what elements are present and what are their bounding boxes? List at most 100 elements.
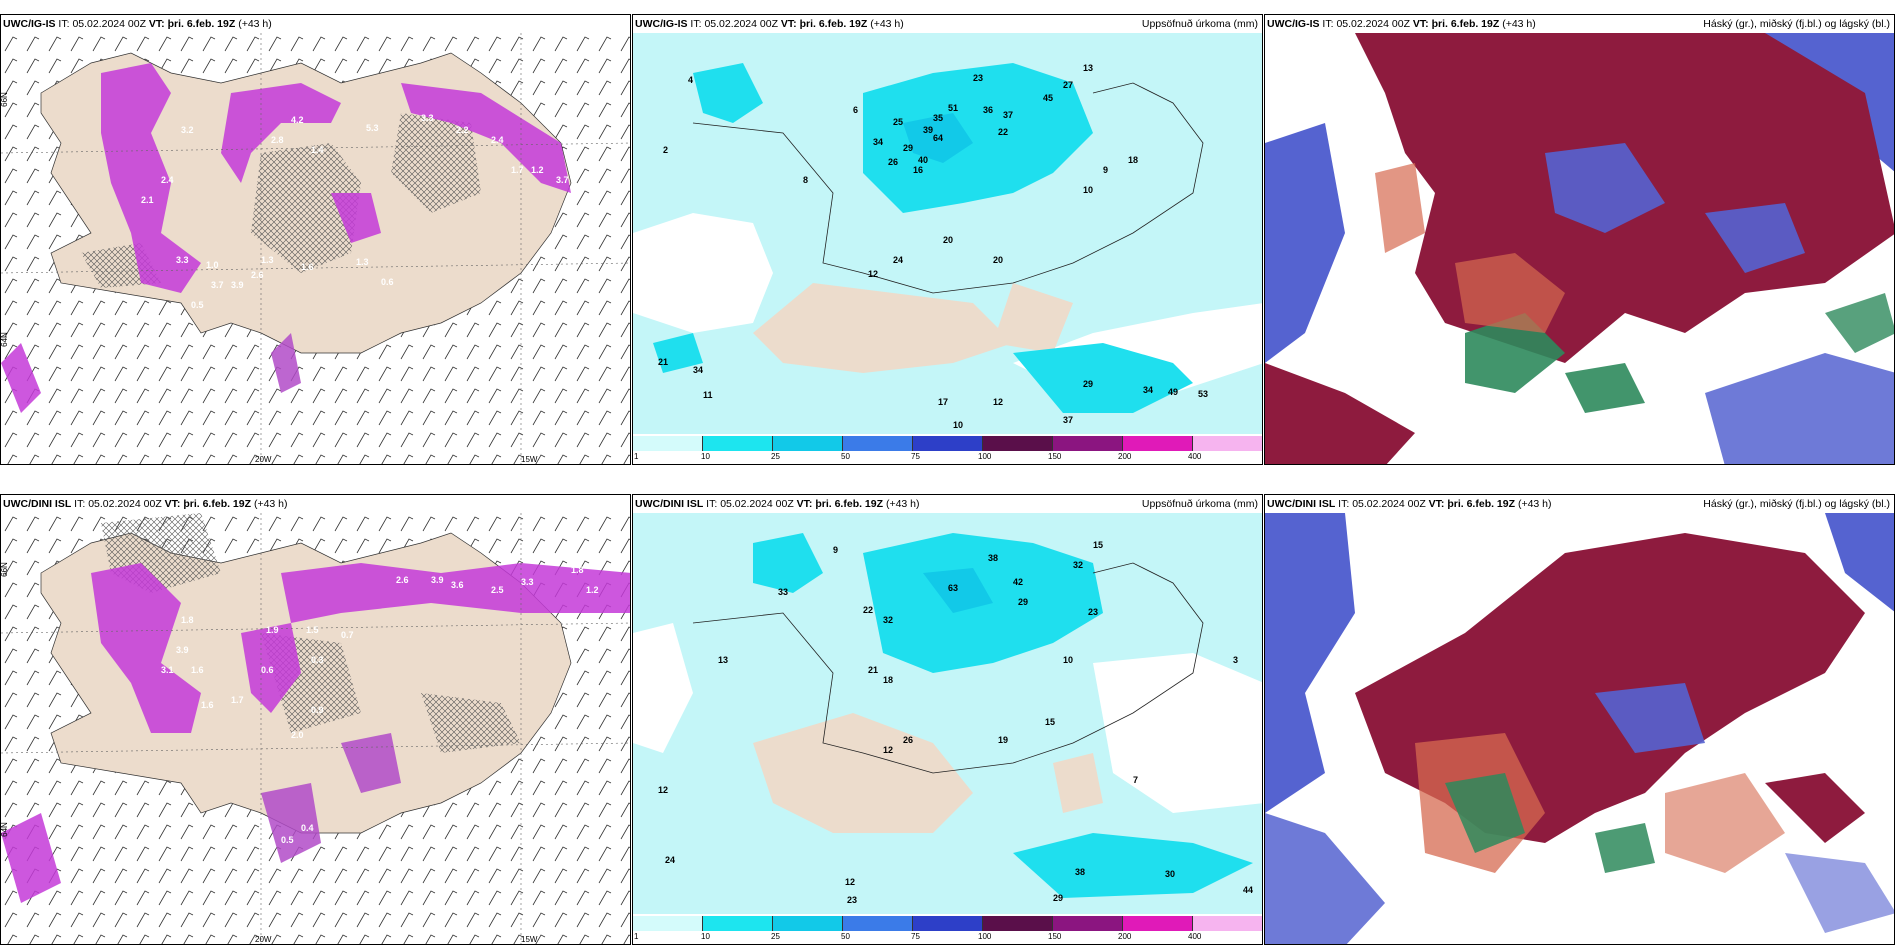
value-label: 11 <box>703 390 713 400</box>
precip-map: 23 27 13 45 51 36 37 22 35 39 25 34 29 4… <box>633 33 1262 464</box>
value-label: 1.7 <box>511 165 524 175</box>
value-label: 0.9 <box>311 705 324 715</box>
value-label: 15 <box>1093 540 1103 550</box>
value-label: 29 <box>903 143 913 153</box>
value-label: 5.3 <box>366 123 379 133</box>
value-label: 3.3 <box>176 255 189 265</box>
value-label: 23 <box>1088 607 1098 617</box>
value-label: 10 <box>1083 185 1093 195</box>
lat-label: 66N <box>0 562 9 577</box>
precip-colorbar: 1 10 25 50 75 100 150 200 400 <box>633 434 1262 464</box>
value-label: 1.8 <box>571 565 584 575</box>
colorbar-tick: 150 <box>1048 932 1062 941</box>
panel-bottom-right: UWC/DINI ISL IT: 05.02.2024 00Z VT: þri.… <box>1264 494 1895 945</box>
colorbar-seg <box>703 916 773 931</box>
precip-value-labels: 38 32 15 63 33 42 29 23 26 12 19 15 38 3… <box>658 540 1253 905</box>
colorbar-tick: 100 <box>978 932 992 941</box>
value-label: 21 <box>658 357 668 367</box>
value-label: 9 <box>833 545 838 555</box>
value-label: 40 <box>918 155 928 165</box>
colorbar-seg <box>1123 916 1193 931</box>
colorbar-tick: 400 <box>1188 932 1202 941</box>
colorbar-tick: 1 <box>634 452 639 461</box>
value-label: 8 <box>803 175 808 185</box>
lat-label: 64N <box>0 332 9 347</box>
value-label: 35 <box>933 113 943 123</box>
value-label: 2.2 <box>456 125 469 135</box>
colorbar-tick: 50 <box>841 932 850 941</box>
value-label: 0.5 <box>281 835 294 845</box>
value-label: 53 <box>1198 389 1208 399</box>
colorbar-seg <box>633 436 703 451</box>
value-label: 16 <box>913 165 923 175</box>
value-label: 30 <box>1165 869 1175 879</box>
value-label: 1.6 <box>301 262 314 272</box>
value-label: 2.5 <box>491 585 504 595</box>
value-label: 1.7 <box>231 695 244 705</box>
value-label: 44 <box>1243 885 1253 895</box>
value-label: 27 <box>1063 80 1073 90</box>
value-label: 9 <box>1103 165 1108 175</box>
value-label: 1.8 <box>181 615 194 625</box>
precip-colorbar: 1 10 25 50 75 100 150 200 400 <box>633 914 1262 944</box>
valid-time: þri. 6.feb. 19Z <box>799 18 868 30</box>
value-label: 33 <box>778 587 788 597</box>
lon-label: 20W <box>255 455 272 464</box>
value-label: 12 <box>658 785 668 795</box>
value-label: 24 <box>893 255 903 265</box>
init-time: 05.02.2024 00Z <box>1336 18 1410 30</box>
value-label: 0.3 <box>311 655 324 665</box>
model-name: UWC/DINI ISL <box>635 498 704 510</box>
value-label: 0.6 <box>271 397 284 407</box>
colorbar-tick: 10 <box>701 452 710 461</box>
model-name: UWC/DINI ISL <box>3 498 72 510</box>
value-label: 18 <box>1128 155 1138 165</box>
panel-header: UWC/IG-IS IT: 05.02.2024 00Z VT: þri. 6.… <box>1265 15 1894 33</box>
value-label: 3.7 <box>211 280 224 290</box>
value-label: 0.4 <box>301 823 314 833</box>
value-label: 17 <box>938 397 948 407</box>
colorbar-seg <box>913 436 983 451</box>
lead-time: (+43 h) <box>253 498 288 510</box>
value-label: 3.1 <box>161 665 174 675</box>
value-label: 24 <box>665 855 675 865</box>
init-time: 05.02.2024 00Z <box>704 18 778 30</box>
value-label: 21 <box>868 665 878 675</box>
colorbar-seg <box>983 436 1053 451</box>
value-label: 38 <box>1075 867 1085 877</box>
model-name: UWC/IG-IS <box>3 18 56 30</box>
value-label: 1.2 <box>586 585 599 595</box>
value-label: 0.7 <box>341 630 354 640</box>
value-label: 2.6 <box>251 270 264 280</box>
value-label: 2.1 <box>141 195 154 205</box>
value-label: 32 <box>883 615 893 625</box>
model-name: UWC/IG-IS <box>635 18 688 30</box>
value-label: 13 <box>718 655 728 665</box>
value-label: 0.5 <box>191 300 204 310</box>
valid-time: þri. 6.feb. 19Z <box>1447 498 1516 510</box>
value-label: 1.5 <box>306 625 319 635</box>
panel-header: UWC/IG-IS IT: 05.02.2024 00Z VT: þri. 6.… <box>1 15 630 33</box>
value-label: 3.2 <box>181 125 194 135</box>
value-label: 20 <box>993 255 1003 265</box>
colorbar-tick: 10 <box>701 932 710 941</box>
value-label: 15 <box>1045 717 1055 727</box>
value-label: 12 <box>883 745 893 755</box>
colorbar-tick: 1 <box>634 932 639 941</box>
snow-wind-map: 3.2 2.4 4.2 1.4 2.2 2.4 3.3 5.3 2.8 1.2 … <box>1 33 630 464</box>
value-label: 29 <box>1083 379 1093 389</box>
value-label: 12 <box>993 397 1003 407</box>
init-time: 05.02.2024 00Z <box>88 498 162 510</box>
value-label: 25 <box>893 117 903 127</box>
colorbar-tick: 200 <box>1118 932 1132 941</box>
value-label: 2.4 <box>161 175 174 185</box>
value-label: 45 <box>1043 93 1053 103</box>
snow-value-labels: 3.9 2.6 3.6 2.5 3.3 1.8 1.2 3.1 1.6 1.9 … <box>161 565 599 845</box>
value-label: 39 <box>923 125 933 135</box>
value-label: 0.6 <box>261 665 274 675</box>
lat-label: 66N <box>0 92 9 107</box>
value-label: 34 <box>693 365 703 375</box>
value-label: 1.0 <box>206 260 219 270</box>
value-label: 18 <box>883 675 893 685</box>
cloud-map <box>1265 33 1894 464</box>
